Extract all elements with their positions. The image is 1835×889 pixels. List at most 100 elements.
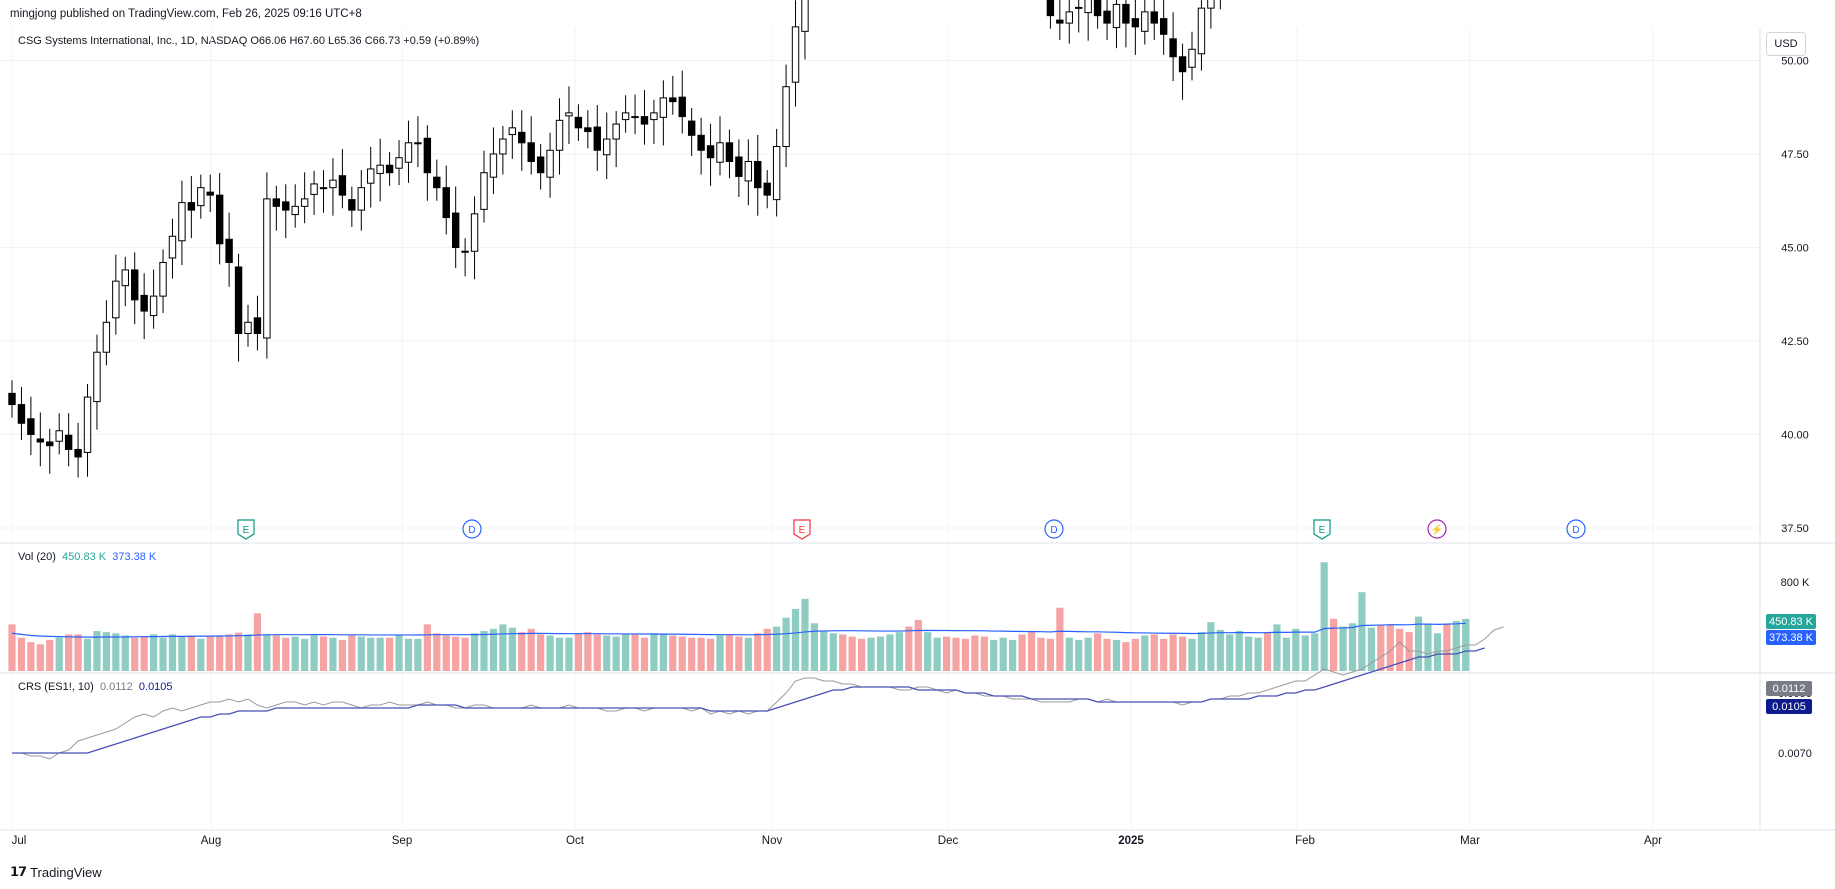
crs-ma-line (12, 647, 1485, 754)
candle-body (64, 434, 73, 450)
volume-bar (942, 636, 951, 671)
volume-bar (1273, 624, 1281, 671)
candle-body (168, 235, 177, 259)
candle-body (1159, 18, 1168, 35)
candles (8, 0, 1221, 478)
crs-value: 0.0112 (99, 681, 133, 693)
tradingview-footer[interactable]: 𝟭𝟳 TradingView (10, 864, 102, 880)
volume-ma-line (11, 622, 1466, 638)
event-label: D (1050, 525, 1057, 536)
volume-bar (1254, 637, 1262, 671)
volume-bar (593, 634, 601, 671)
price-tick: 45.00 (1781, 243, 1809, 255)
candle-body (584, 127, 592, 133)
volume-bar (1178, 636, 1187, 671)
event-label: E (243, 525, 250, 536)
volume-bar (140, 636, 148, 671)
volume-bar (1056, 607, 1064, 671)
candle-body (197, 187, 205, 207)
volume-bar (187, 635, 195, 671)
crs-tag-label: 0.0112 (1773, 683, 1806, 695)
event-label: E (799, 525, 806, 536)
volume-bar (386, 637, 394, 671)
time-tick: Dec (938, 835, 959, 847)
volume-tag (1766, 614, 1816, 629)
volume-bar (631, 634, 639, 671)
currency-button[interactable]: USD (1766, 32, 1806, 56)
candle-body (1150, 11, 1158, 24)
volume-bar (1396, 628, 1404, 671)
volume-bar (131, 637, 139, 671)
candle-body (27, 418, 35, 435)
volume-bar (470, 633, 479, 671)
volume-bar (46, 639, 54, 671)
candle-body (725, 142, 734, 162)
volume-bar (150, 634, 158, 671)
volume-bar (272, 635, 280, 671)
crs-tick: 0.0070 (1778, 748, 1812, 760)
volume-bar (1169, 634, 1177, 671)
time-tick: Nov (762, 835, 783, 847)
volume-bar (1207, 622, 1215, 671)
candle-body (801, 0, 809, 32)
volume-bar (773, 626, 781, 671)
volume-bar (565, 637, 573, 671)
volume-bar (1348, 623, 1357, 671)
volume-bar (301, 638, 309, 671)
crs-ma-value: 0.0105 (138, 681, 173, 693)
candle-body (1178, 56, 1187, 73)
candle-body (1207, 0, 1215, 9)
volume-bar (933, 637, 941, 671)
candle-body (329, 179, 337, 189)
volume-bar (112, 633, 120, 671)
volume-bar (820, 631, 828, 671)
volume-bar (1452, 621, 1460, 671)
volume-bar (1414, 616, 1423, 671)
volume-bar (839, 634, 847, 671)
candle-body (1093, 0, 1102, 17)
dividend-icon (462, 519, 482, 539)
volume-bar (93, 631, 101, 671)
volume-bar (83, 638, 92, 671)
candle-body (244, 321, 252, 335)
candle-body (650, 112, 658, 121)
volume-bar (1320, 562, 1328, 671)
volume-bar (829, 633, 837, 671)
volume-bar (1339, 626, 1347, 671)
volume-bar (952, 637, 960, 671)
crs-ma-tag (1766, 699, 1812, 714)
candle-body (121, 269, 129, 287)
volume-bar (1141, 635, 1149, 671)
price-tick: 47.50 (1781, 149, 1809, 161)
candle-body (357, 187, 365, 211)
candle-body (669, 97, 677, 103)
volume-bar (999, 637, 1007, 671)
candle-body (1065, 11, 1073, 24)
volume-tag-label: 450.83 K (1769, 616, 1814, 628)
candle-body (348, 199, 356, 211)
volume-bar (348, 635, 356, 671)
volume-bar (603, 635, 611, 671)
grid-lines (0, 28, 1760, 828)
volume-bar (867, 637, 875, 671)
volume-bar (216, 635, 224, 671)
volume-bar (1065, 637, 1073, 671)
volume-bar (574, 633, 582, 671)
time-tick: 2025 (1118, 835, 1144, 847)
volume-bar (1075, 639, 1083, 671)
volume-bar (1112, 639, 1121, 671)
volume-bar (990, 639, 998, 671)
volume-bar (858, 638, 866, 671)
earnings-icon (237, 519, 255, 540)
open-value: O66.06 (250, 35, 287, 47)
candle-body (338, 175, 347, 196)
crs-lines (12, 626, 1504, 760)
volume-bar (584, 632, 592, 671)
volume-bar (197, 638, 205, 671)
price-tick: 37.50 (1781, 523, 1809, 535)
volume-value: 450.83 K (62, 551, 107, 563)
volume-bar (1245, 636, 1253, 671)
volume-bar (395, 635, 403, 671)
volume-bar (716, 635, 724, 671)
